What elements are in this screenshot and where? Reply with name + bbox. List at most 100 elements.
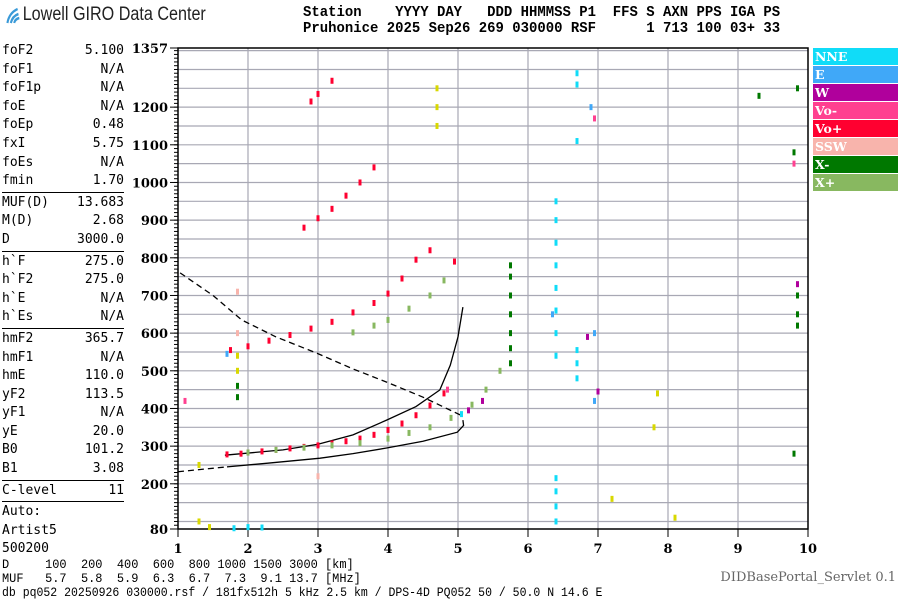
echo-point-vo-minusplus xyxy=(288,332,292,339)
echo-point-x-minusplus xyxy=(407,305,411,312)
param-row: foE N/A xyxy=(2,98,124,117)
echo-point-x-minus xyxy=(757,92,761,99)
param-value: 2.68 xyxy=(92,213,124,229)
echo-point-vo-minusplus xyxy=(267,337,271,344)
echo-point-vo-minusplus xyxy=(302,224,306,231)
separator xyxy=(2,191,124,193)
x-tick-label: 2 xyxy=(243,542,252,557)
param-row: C-level 11 xyxy=(2,482,124,501)
echo-point-nne xyxy=(575,81,579,88)
echo-point-vo-minusplus xyxy=(330,318,334,325)
echo-point-vo-minus xyxy=(183,397,187,404)
param-value: 275.0 xyxy=(84,253,124,269)
echo-point-w xyxy=(796,281,799,288)
echo-point-x-minus xyxy=(509,273,512,280)
x-tick-label: 5 xyxy=(453,542,462,557)
legend: NNE E W Vo- Vo+ SSW X- X+ xyxy=(813,48,898,192)
y-tick-label: 1100 xyxy=(132,139,168,154)
y-tick-label: 1200 xyxy=(132,101,168,116)
x-tick-label: 6 xyxy=(523,542,532,557)
echo-point-yellow xyxy=(656,390,659,397)
dashed-curve xyxy=(177,466,228,473)
param-name: foF1p xyxy=(2,80,42,96)
param-name: M(D) xyxy=(2,213,34,229)
echo-point-x-minus xyxy=(796,311,799,318)
echo-point-vo-minusplus xyxy=(246,343,250,350)
param-row: foEp 0.48 xyxy=(2,116,124,135)
param-row: h`F 275.0 xyxy=(2,253,124,272)
echo-point-x-minusplus xyxy=(330,442,334,449)
echo-point-nne xyxy=(554,352,558,359)
param-row: yF2 113.5 xyxy=(2,386,124,405)
param-row: fmin 1.70 xyxy=(2,172,124,191)
station-header: Station YYYY DAY DDD HHMMSS P1 FFS S AXN… xyxy=(303,5,780,37)
echo-point-vo-minusplus xyxy=(400,275,404,282)
separator xyxy=(2,501,124,503)
param-value: 3000.0 xyxy=(77,231,124,247)
echo-point-vo-minusplus xyxy=(428,247,432,254)
echo-point-x-minusplus xyxy=(428,424,432,431)
logo: Lowell GIRO Data Center xyxy=(4,4,206,26)
echo-point-vo-minusplus xyxy=(260,448,264,455)
muf-row: MUF 5.7 5.8 5.9 6.3 6.7 7.3 9.1 13.7 [MH… xyxy=(2,571,361,586)
echo-point-ssw xyxy=(236,288,239,295)
param-value: N/A xyxy=(100,61,124,77)
echo-point-x-minusplus xyxy=(470,401,474,408)
echo-point-nne xyxy=(575,347,579,354)
echo-point-vo-minusplus xyxy=(225,451,229,458)
param-row: fxI 5.75 xyxy=(2,135,124,154)
param-value: N/A xyxy=(100,80,124,96)
echo-point-e xyxy=(589,104,593,111)
param-name: h`Es xyxy=(2,309,34,325)
echo-point-nne xyxy=(232,525,236,532)
param-name: hmE xyxy=(2,368,26,384)
x-tick-label: 9 xyxy=(733,542,742,557)
param-value: N/A xyxy=(100,290,124,306)
param-row: MUF(D) 13.683 xyxy=(2,194,124,213)
y-tick-label: 900 xyxy=(141,214,168,229)
param-row: B1 3.08 xyxy=(2,460,124,479)
echo-point-vo-minusplus xyxy=(372,300,376,307)
legend-item-w: W xyxy=(813,84,898,101)
y-tick-label: 300 xyxy=(141,440,168,455)
y-tick-label: 400 xyxy=(141,402,168,417)
y-tick-label: 1000 xyxy=(132,176,168,191)
x-tick-label: 7 xyxy=(593,542,602,557)
param-name: foF2 xyxy=(2,43,34,58)
y-tick-label: 1357 xyxy=(132,42,168,57)
echo-point-e xyxy=(551,311,554,318)
echo-point-x-minus xyxy=(236,394,239,401)
y-tick-label: 600 xyxy=(141,327,168,342)
echo-point-nne xyxy=(554,198,558,205)
echo-point-x-minus xyxy=(509,262,512,269)
param-row: hmF1 N/A xyxy=(2,349,124,368)
echo-point-x-minusplus xyxy=(358,440,362,447)
param-row: B0 101.2 xyxy=(2,441,124,460)
echo-point-vo-minusplus xyxy=(309,325,313,332)
param-row: yE 20.0 xyxy=(2,423,124,442)
param-name: MUF(D) xyxy=(2,194,49,210)
echo-point-nne xyxy=(554,475,558,482)
echo-point-x-minusplus xyxy=(302,444,306,451)
param-name: foEp xyxy=(2,117,34,133)
echo-point-yellow xyxy=(652,424,656,431)
footer: D 100 200 400 600 800 1000 1500 3000 [km… xyxy=(2,558,602,600)
param-value: 13.683 xyxy=(77,194,124,210)
param-row: hmE 110.0 xyxy=(2,367,124,386)
param-name: fxI xyxy=(2,135,26,151)
echo-point-vo-minusplus xyxy=(316,90,320,97)
legend-item-x-minus: X- xyxy=(813,156,898,173)
param-value: N/A xyxy=(100,349,124,365)
echo-point-x-minusplus xyxy=(246,449,250,456)
echo-point-nne xyxy=(575,70,579,77)
echo-point-nne xyxy=(554,262,558,269)
param-value: 101.2 xyxy=(84,442,124,458)
param-name: hmF1 xyxy=(2,349,34,365)
echo-point-nne xyxy=(554,503,558,510)
x-tick-label: 4 xyxy=(383,542,392,557)
legend-item-vo-plus: Vo+ xyxy=(813,120,898,137)
echo-point-vo-minusplus xyxy=(288,445,292,452)
profile-curve xyxy=(226,420,465,468)
echo-point-w xyxy=(467,407,470,414)
header-labels: Station YYYY DAY DDD HHMMSS P1 FFS S AXN… xyxy=(303,4,781,21)
